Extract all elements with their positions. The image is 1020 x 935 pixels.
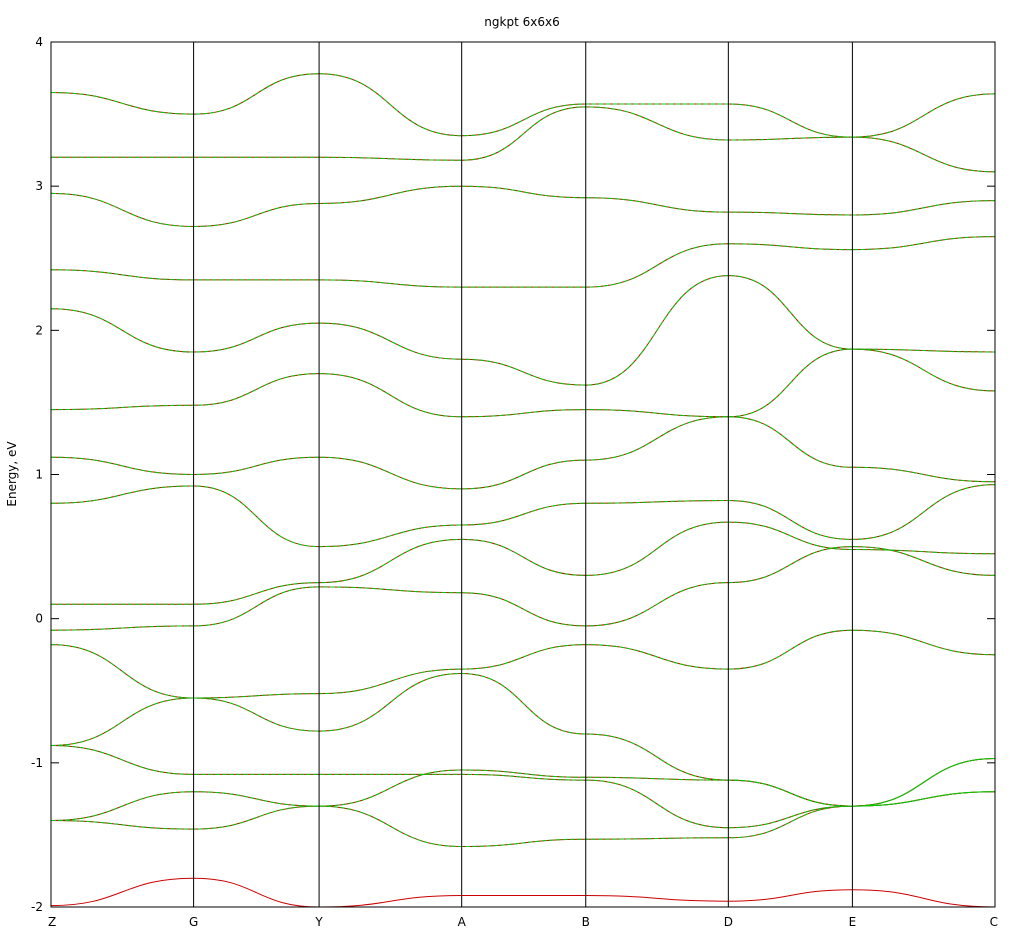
y-axis-label: Energy, eV <box>5 441 19 507</box>
band-line-series-1-10 <box>50 416 996 490</box>
band-line-series-2-15 <box>50 73 996 138</box>
band-line-series-2-6 <box>50 546 996 631</box>
band-line-series-2-5 <box>50 629 996 699</box>
band-line-series-2-3 <box>50 745 996 829</box>
band-line-series-1-4 <box>50 745 996 829</box>
band-line-series-2-8 <box>50 484 996 548</box>
band-line-series-1-7 <box>50 546 996 631</box>
x-tick-label-Z: Z <box>48 915 56 929</box>
x-tick-label-G: G <box>189 915 198 929</box>
y-tick-label: -2 <box>31 900 43 914</box>
band-line-series-2-1 <box>50 791 996 848</box>
x-tick-label-E: E <box>849 915 857 929</box>
band-line-series-2-9 <box>50 416 996 490</box>
y-tick-label: 0 <box>35 612 43 626</box>
band-line-series-1-12 <box>50 275 996 386</box>
band-line-series-2-13 <box>50 185 996 228</box>
x-tick-label-C: C <box>990 915 998 929</box>
band-line-series-1-8 <box>51 521 996 605</box>
y-tick-label: 1 <box>35 468 43 482</box>
x-tick-label-B: B <box>582 915 590 929</box>
band-line-series-1-16 <box>50 73 996 138</box>
band-line-series-2-2 <box>50 758 996 830</box>
y-tick-label: 3 <box>35 179 43 193</box>
band-line-series-1-15 <box>50 106 996 173</box>
x-tick-label-A: A <box>458 915 467 929</box>
band-line-series-1-9 <box>50 484 996 548</box>
band-line-series-1-6 <box>50 629 996 699</box>
band-line-series-1-5 <box>50 672 996 807</box>
band-line-series-1-1 <box>50 877 996 908</box>
band-line-series-2-14 <box>50 106 996 173</box>
plot-area: -2 -1 0 1 2 3 4 Z G Y A B D E C <box>31 35 998 929</box>
y-tick-label: 2 <box>35 323 43 337</box>
x-tick-label-Y: Y <box>314 915 323 929</box>
y-tick-label: 4 <box>35 35 43 49</box>
band-line-series-2-10 <box>50 348 996 418</box>
band-line-series-2-4 <box>50 672 996 807</box>
band-line-series-1-14 <box>50 185 996 228</box>
band-line-series-1-2 <box>50 791 996 848</box>
band-line-series-1-11 <box>50 348 996 418</box>
band-line-series-2-7 <box>51 521 996 605</box>
y-tick-label: -1 <box>31 756 43 770</box>
x-tick-label-D: D <box>724 915 733 929</box>
band-line-series-2-11 <box>50 275 996 386</box>
chart-title: ngkpt 6x6x6 <box>484 15 559 29</box>
band-line-series-1-3 <box>50 758 996 830</box>
band-line-series-2-12 <box>50 236 996 288</box>
